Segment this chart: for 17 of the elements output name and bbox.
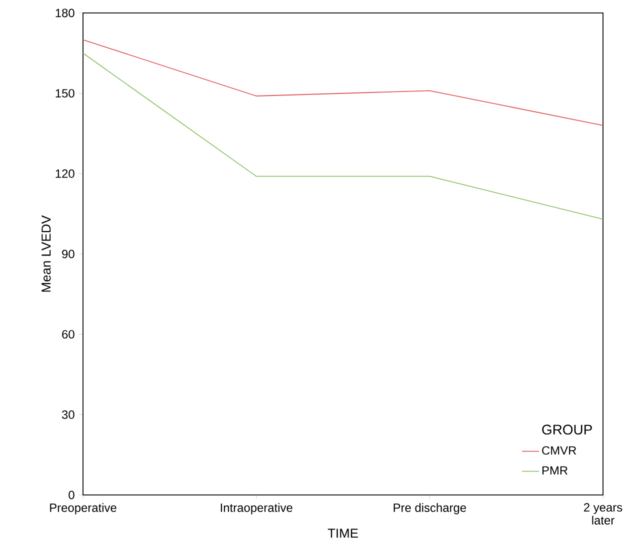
x-tick-label: Pre discharge (394, 503, 466, 514)
x-axis-title: TIME (328, 528, 358, 538)
x-tick-label: 2 years later (584, 503, 622, 525)
line-series (83, 39, 604, 126)
y-tick-label: 180 (56, 8, 74, 18)
y-tick-label: 90 (62, 250, 74, 258)
legend-label: PMR (542, 466, 568, 475)
y-axis-title: Mean LVEDV (42, 215, 51, 292)
y-tick-label: 120 (56, 169, 74, 178)
y-tick-label: 0 (68, 490, 74, 500)
legend-label: CMVR (542, 446, 576, 455)
legend-title: GROUP (542, 424, 592, 435)
x-tick-label: Intraoperative (220, 503, 292, 514)
y-tick-label: 30 (62, 410, 74, 419)
x-tick-label: Preoperative (50, 503, 116, 514)
y-tick-label: 150 (56, 89, 74, 98)
y-tick-label: 60 (62, 330, 74, 339)
